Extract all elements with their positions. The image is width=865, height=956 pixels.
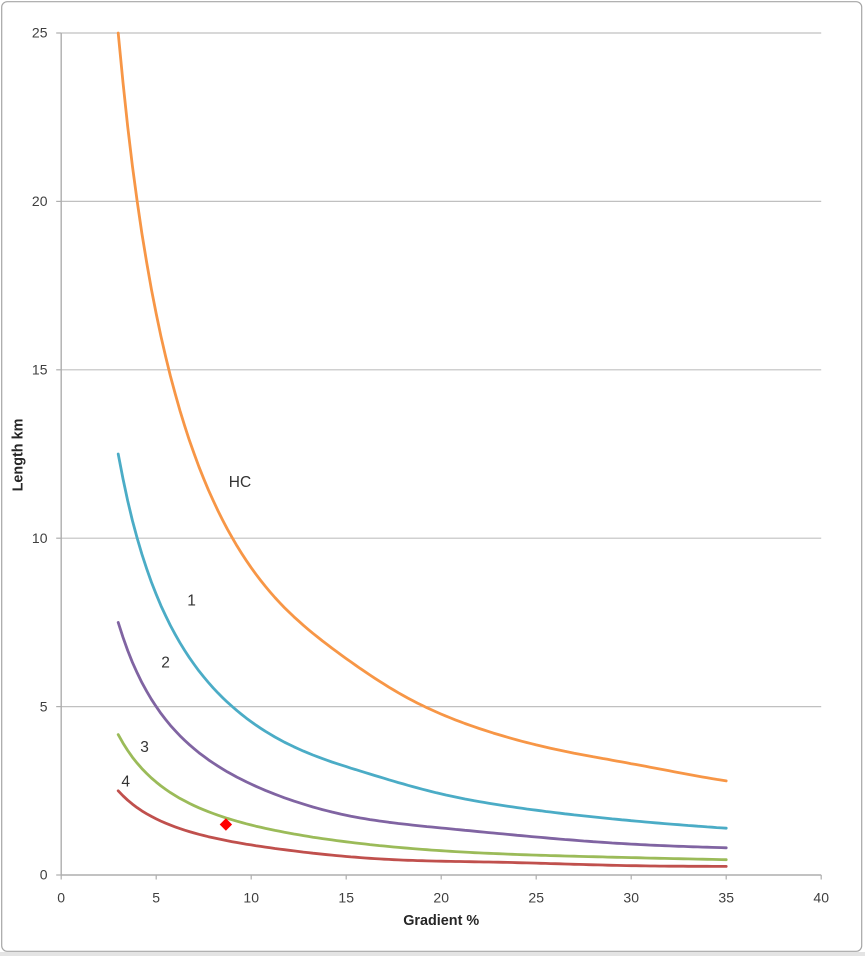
svg-text:10: 10 bbox=[32, 530, 48, 546]
svg-text:Gradient %: Gradient % bbox=[403, 913, 479, 929]
svg-text:25: 25 bbox=[32, 25, 48, 41]
svg-text:1: 1 bbox=[187, 593, 196, 610]
svg-text:0: 0 bbox=[57, 890, 65, 906]
svg-text:35: 35 bbox=[718, 890, 734, 906]
svg-text:15: 15 bbox=[32, 362, 48, 378]
svg-text:2: 2 bbox=[161, 655, 170, 672]
svg-text:HC: HC bbox=[229, 474, 251, 491]
svg-text:15: 15 bbox=[338, 890, 354, 906]
svg-text:Length km: Length km bbox=[11, 419, 27, 492]
svg-text:25: 25 bbox=[528, 890, 544, 906]
svg-text:20: 20 bbox=[32, 193, 48, 209]
svg-text:30: 30 bbox=[623, 890, 639, 906]
svg-text:0: 0 bbox=[40, 867, 48, 883]
svg-text:5: 5 bbox=[152, 890, 160, 906]
svg-text:10: 10 bbox=[243, 890, 259, 906]
svg-text:3: 3 bbox=[140, 739, 149, 756]
svg-text:4: 4 bbox=[121, 774, 130, 791]
svg-text:40: 40 bbox=[813, 890, 829, 906]
svg-text:20: 20 bbox=[433, 890, 449, 906]
svg-text:5: 5 bbox=[40, 698, 48, 714]
